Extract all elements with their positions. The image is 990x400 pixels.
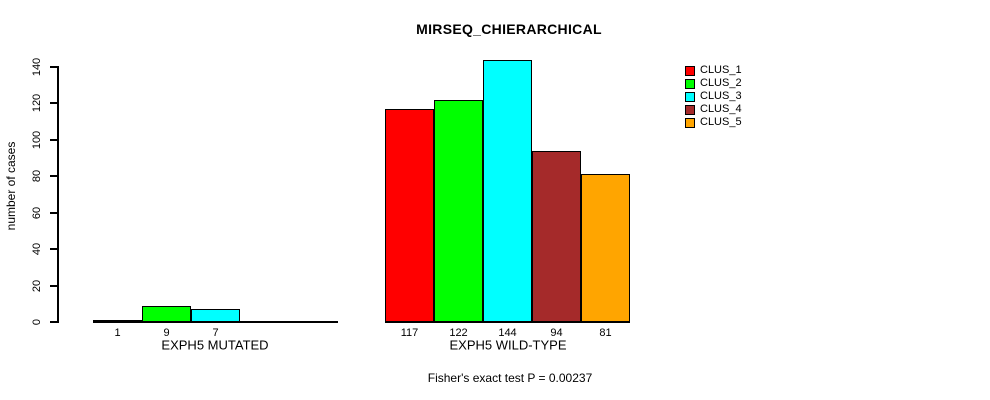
bar-clus_4 <box>532 151 581 322</box>
legend-label-clus-2: CLUS_2 <box>700 77 742 89</box>
y-axis-tick <box>50 102 57 105</box>
y-axis-line <box>57 66 59 323</box>
legend: CLUS_1 CLUS_2 CLUS_3 CLUS_4 CLUS_5 <box>685 64 742 129</box>
footnote-pvalue: Fisher's exact test P = 0.00237 <box>427 371 593 385</box>
legend-entry-clus-4: CLUS_4 <box>685 103 742 116</box>
y-axis-tick <box>50 284 57 287</box>
bar-clus_1 <box>93 320 142 322</box>
bar-clus_3 <box>191 309 240 322</box>
y-axis-tick <box>50 138 57 141</box>
group-baseline <box>93 321 338 323</box>
bar-value-label: 7 <box>212 327 219 339</box>
bar-value-label: 144 <box>498 327 517 339</box>
bar-value-label: 94 <box>550 327 563 339</box>
legend-swatch-clus-3-icon <box>685 91 695 102</box>
legend-entry-clus-5: CLUS_5 <box>685 116 742 129</box>
bar-clus_2 <box>142 306 191 322</box>
y-axis-title: number of cases <box>4 141 18 231</box>
bar-value-label: 9 <box>163 327 170 339</box>
bar-clus_2 <box>434 100 483 322</box>
legend-label-clus-4: CLUS_4 <box>700 103 742 115</box>
bar-clus_3 <box>483 60 532 322</box>
y-axis-tick-label: 120 <box>31 94 43 113</box>
legend-entry-clus-2: CLUS_2 <box>685 77 742 90</box>
chart-title: MIRSEQ_CHIERARCHICAL <box>416 21 602 37</box>
y-axis-tick <box>50 248 57 251</box>
bar-value-label: 81 <box>599 327 612 339</box>
y-axis-tick <box>50 175 57 178</box>
y-axis-tick-label: 40 <box>31 243 43 256</box>
bar-clus_1 <box>385 109 434 322</box>
y-axis-tick-label: 140 <box>31 57 43 77</box>
y-axis-tick <box>50 321 57 323</box>
legend-label-clus-3: CLUS_3 <box>700 90 742 102</box>
bar-value-label: 122 <box>449 327 468 339</box>
legend-swatch-clus-5-icon <box>685 117 695 128</box>
legend-entry-clus-1: CLUS_1 <box>685 64 742 77</box>
legend-swatch-clus-2-icon <box>685 78 695 89</box>
y-axis-tick-label: 0 <box>31 318 43 326</box>
legend-label-clus-5: CLUS_5 <box>700 116 742 128</box>
y-axis-tick-label: 20 <box>31 279 43 292</box>
x-axis-group-label-mutated: EXPH5 MUTATED <box>161 337 269 353</box>
legend-swatch-clus-1-icon <box>685 65 695 76</box>
bar-clus_5 <box>581 174 630 322</box>
y-axis-tick <box>50 211 57 214</box>
y-axis-tick-label: 80 <box>31 170 43 183</box>
bar-value-label: 1 <box>114 327 121 339</box>
y-axis-tick-label: 100 <box>31 130 43 150</box>
y-axis-tick-label: 60 <box>31 206 43 219</box>
group-baseline <box>385 321 630 323</box>
y-axis-tick <box>50 66 57 68</box>
x-axis-group-label-wild-type: EXPH5 WILD-TYPE <box>449 337 567 353</box>
legend-swatch-clus-4-icon <box>685 104 695 115</box>
legend-entry-clus-3: CLUS_3 <box>685 90 742 103</box>
legend-label-clus-1: CLUS_1 <box>700 64 742 76</box>
bar-value-label: 117 <box>400 327 419 339</box>
